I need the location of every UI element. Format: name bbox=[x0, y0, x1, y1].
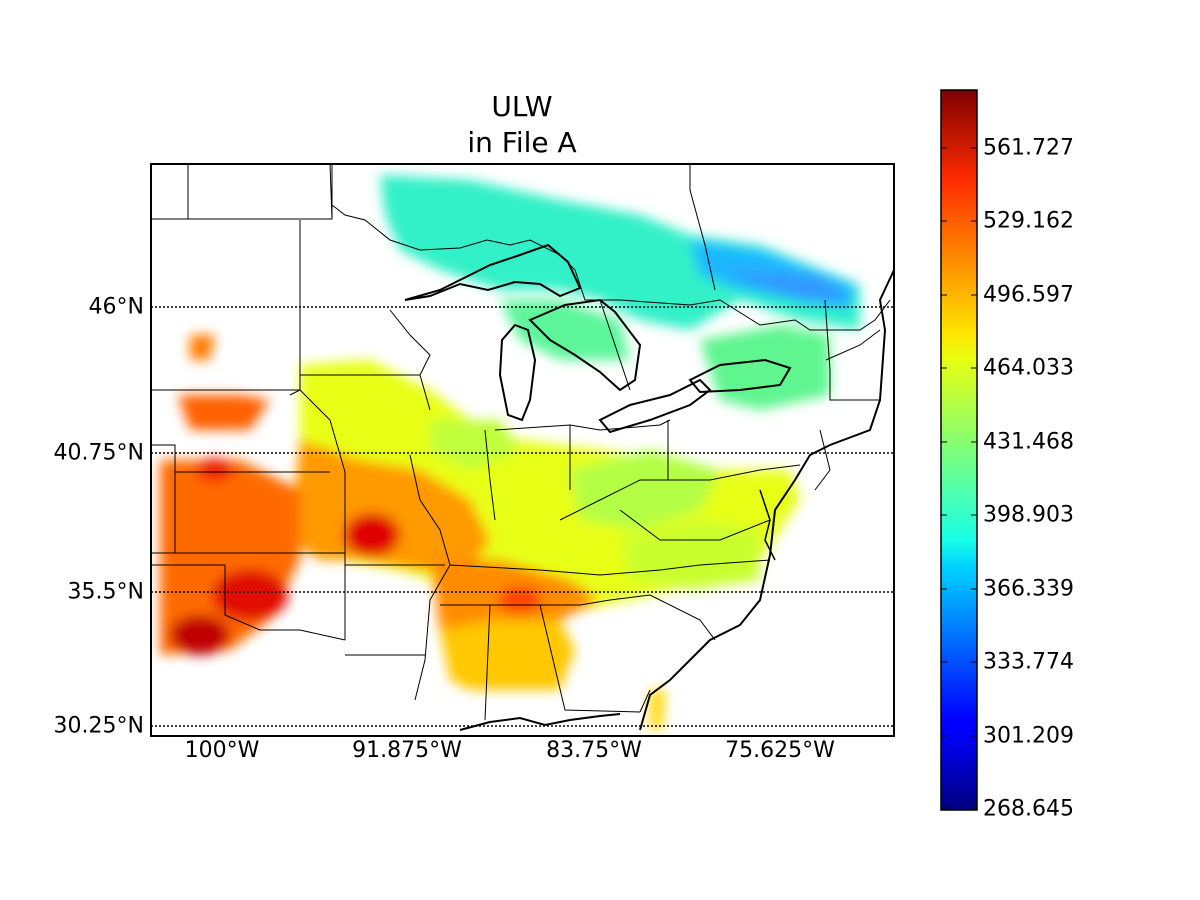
map-frame bbox=[150, 163, 895, 737]
lat-label-30-25: 30.25°N bbox=[53, 713, 144, 739]
colorbar-tick-label: 398.903 bbox=[983, 502, 1074, 528]
plot-title-line-2: in File A bbox=[467, 126, 577, 159]
lat-label-46: 46°N bbox=[88, 294, 144, 320]
ulw-data-field bbox=[160, 175, 860, 730]
colorbar-tick-label: 333.774 bbox=[983, 649, 1074, 675]
colorbar-tick-label: 366.339 bbox=[983, 576, 1074, 602]
boundaries bbox=[151, 164, 894, 731]
lon-label-75-625: 75.625°W bbox=[725, 738, 835, 763]
colorbar-tick-label: 301.209 bbox=[983, 723, 1074, 749]
lon-label-83-75: 83.75°W bbox=[546, 738, 642, 763]
colorbar-tick-label: 431.468 bbox=[983, 429, 1074, 455]
colorbar-tick-label: 268.645 bbox=[983, 796, 1074, 822]
lat-label-35-5: 35.5°N bbox=[67, 579, 144, 605]
colorbar-tick-label: 496.597 bbox=[983, 282, 1074, 308]
colorbar-tick-label: 529.162 bbox=[983, 208, 1074, 234]
lon-label-100: 100°W bbox=[184, 738, 260, 763]
colorbar bbox=[940, 89, 978, 811]
colorbar-tick-label: 464.033 bbox=[983, 355, 1074, 381]
lon-label-91-875: 91.875°W bbox=[352, 738, 462, 763]
colorbar-tick-label: 561.727 bbox=[983, 135, 1074, 161]
plot-title-line-1: ULW bbox=[491, 90, 553, 123]
lat-label-40-75: 40.75°N bbox=[53, 440, 144, 466]
